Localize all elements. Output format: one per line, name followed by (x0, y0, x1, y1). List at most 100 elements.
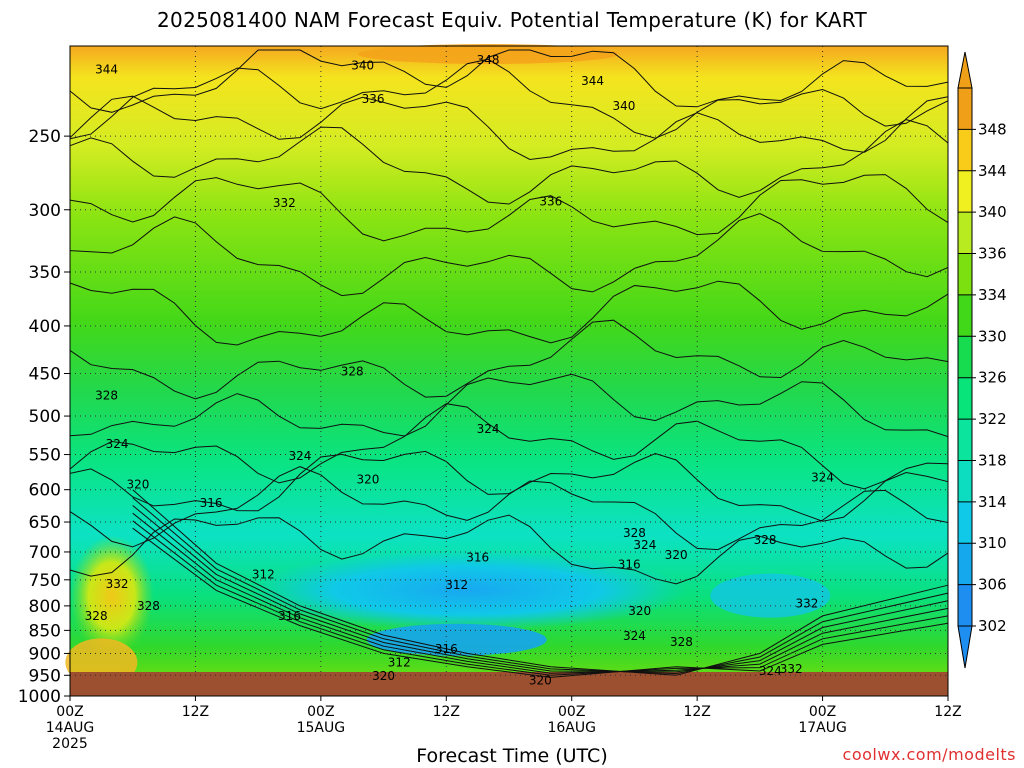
y-tick-label: 750 (29, 571, 61, 591)
y-tick-label: 250 (29, 127, 61, 147)
contour-line (69, 280, 949, 346)
colorbar-swatch (958, 212, 972, 254)
contour-label-text: 312 (388, 655, 411, 669)
colorbar-tick-label: 330 (978, 327, 1007, 345)
contour-line (69, 174, 949, 242)
contour-label-text: 328 (95, 388, 118, 402)
y-tick-label: 900 (29, 644, 61, 664)
colorbar-tick-label: 334 (978, 286, 1007, 304)
contour-label-text: 348 (477, 53, 500, 67)
plot-frame (69, 45, 949, 697)
x-tick-label: 2025 (52, 736, 88, 752)
colorbar-min-arrow (957, 625, 973, 669)
contour-label-text: 316 (466, 551, 489, 565)
contour-label-text: 332 (795, 596, 818, 610)
colorbar-swatch (958, 460, 972, 502)
contour-label-text: 320 (628, 604, 651, 618)
cold-core-region (247, 550, 688, 631)
contour-label-text: 344 (581, 74, 604, 88)
contour-label-text: 316 (435, 642, 458, 656)
colorbar-tick-label: 302 (978, 617, 1007, 635)
colorbar-swatch (958, 88, 972, 130)
y-tick-label: 300 (29, 201, 61, 221)
contour-line (132, 497, 949, 675)
contour-label-text: 328 (341, 365, 364, 379)
contour-label-text: 320 (356, 472, 379, 486)
x-tick-label: 14AUG (46, 720, 95, 736)
colorbar-swatch (958, 336, 972, 378)
colorbar-tick-label: 336 (978, 245, 1007, 263)
y-tick-label: 450 (29, 365, 61, 385)
contour-line (69, 403, 949, 490)
contour-line (69, 49, 949, 113)
y-tick-label: 700 (29, 543, 61, 563)
colorbar-swatch (958, 419, 972, 461)
contour-label-text: 328 (623, 526, 646, 540)
x-axis-label: Forecast Time (UTC) (416, 745, 608, 767)
colorbar-tick-label: 322 (978, 410, 1007, 428)
y-tick-label: 550 (29, 446, 61, 466)
contour-line (69, 373, 949, 438)
colorbar-swatch (958, 294, 972, 337)
y-tick-label: 400 (29, 317, 61, 337)
contour-label-text: 328 (85, 609, 108, 623)
contour-label-text: 312 (445, 578, 468, 592)
colorbar-tick-label: 310 (978, 534, 1007, 552)
contour-label-text: 332 (273, 196, 296, 210)
x-tick-label: 00Z (809, 704, 836, 720)
contour-line (69, 450, 949, 522)
colorbar: 302 306 310 314 318 322 326 330 334 336 340 344 348 (957, 51, 1007, 669)
contour-label-text: 336 (539, 195, 562, 209)
contour-label-text: 324 (811, 470, 834, 484)
colorbar-tick-label: 318 (978, 451, 1007, 469)
x-tick-label: 12Z (683, 704, 710, 720)
colorbar-tick-label: 340 (978, 203, 1007, 221)
contour-label-text: 324 (623, 629, 646, 643)
y-tick-label: 1000 (18, 687, 61, 707)
contour-line (132, 520, 949, 676)
cold-pocket-east (710, 573, 831, 618)
contour-line (132, 489, 949, 676)
contour-line (69, 514, 949, 585)
contour-label-text: 332 (780, 662, 803, 676)
contour-label-text: 312 (252, 567, 275, 581)
contour-line (132, 512, 949, 674)
colorbar-swatch (958, 584, 972, 626)
y-tick-label: 800 (29, 597, 61, 617)
y-tick-label: 950 (29, 666, 61, 686)
axes: 250 300 350 400 450 500 550 600 650 700 750 800 850 9… (18, 45, 962, 752)
contour-line (132, 505, 949, 673)
contour-label-text: 340 (613, 99, 636, 113)
x-tick-label: 17AUG (798, 720, 847, 736)
x-tick-label: 15AUG (297, 720, 346, 736)
colorbar-tick-label: 326 (978, 369, 1007, 387)
contour-line (69, 319, 949, 400)
contour-line (132, 527, 949, 678)
contour-label-text: 316 (618, 557, 641, 571)
y-tick-label: 650 (29, 513, 61, 533)
warm-pocket-west (69, 535, 154, 656)
x-tick-label: 00Z (307, 704, 334, 720)
contour-line (69, 58, 949, 140)
x-tick-label: 00Z (558, 704, 585, 720)
chart-title: 2025081400 NAM Forecast Equiv. Potential… (157, 8, 867, 32)
contour-label-text: 328 (670, 635, 693, 649)
colorbar-swatch (958, 377, 972, 420)
source-credit: coolwx.com/modelts (842, 745, 1016, 764)
contour-label-text: 320 (665, 548, 688, 562)
colorbar-tick-label: 348 (978, 120, 1007, 138)
contour-label-text: 324 (288, 449, 311, 463)
contour-line (69, 119, 949, 205)
contour-lines (69, 49, 949, 678)
colorbar-swatch (958, 501, 972, 544)
y-tick-label: 500 (29, 407, 61, 427)
colorbar-tick-label: 314 (978, 493, 1007, 511)
contour-label-text: 324 (759, 664, 782, 678)
contour-line (69, 212, 949, 297)
colorbar-tick-label: 344 (978, 162, 1007, 180)
contour-label-text: 316 (278, 609, 301, 623)
y-tick-label: 350 (29, 263, 61, 283)
contour-label-text: 344 (95, 63, 118, 77)
